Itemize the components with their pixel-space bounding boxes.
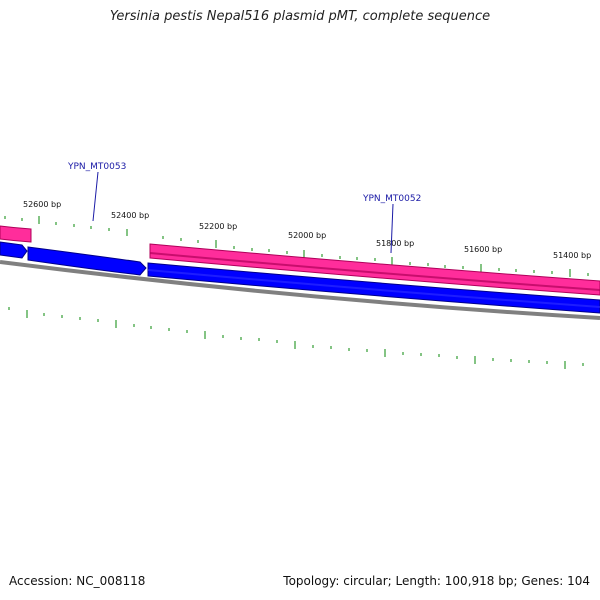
cds-arrow-ypn-mt0052[interactable] — [147, 262, 600, 314]
scale-label: 52000 bp — [288, 231, 326, 240]
topology-summary: Topology: circular; Length: 100,918 bp; … — [283, 574, 590, 588]
gene-label-ypn-mt0053[interactable]: YPN_MT0053 — [67, 162, 126, 172]
cds-arrow-ypn-mt0053[interactable] — [27, 246, 147, 276]
scale-labels: 52600 bp 52400 bp 52200 bp 52000 bp 5180… — [23, 200, 591, 260]
feature-forward-left[interactable] — [0, 225, 32, 243]
scale-label: 52400 bp — [111, 211, 149, 220]
inner-tick-marks — [8, 307, 584, 369]
cds-arrow-left[interactable] — [0, 241, 28, 259]
scale-label: 51400 bp — [553, 251, 591, 260]
plasmid-backbone — [0, 260, 600, 320]
gene-label-callouts: YPN_MT0053 YPN_MT0052 — [67, 162, 421, 254]
scale-label: 51800 bp — [376, 239, 414, 248]
outer-tick-marks — [4, 216, 589, 277]
scale-label: 52200 bp — [199, 222, 237, 231]
map-title: Yersinia pestis Nepal516 plasmid pMT, co… — [109, 9, 491, 24]
scale-label: 51600 bp — [464, 245, 502, 254]
gene-label-ypn-mt0052[interactable]: YPN_MT0052 — [362, 194, 421, 204]
accession-label: Accession: NC_008118 — [9, 574, 146, 588]
cds-features — [0, 241, 600, 314]
forward-strand-features — [0, 225, 600, 296]
scale-label: 52600 bp — [23, 200, 61, 209]
